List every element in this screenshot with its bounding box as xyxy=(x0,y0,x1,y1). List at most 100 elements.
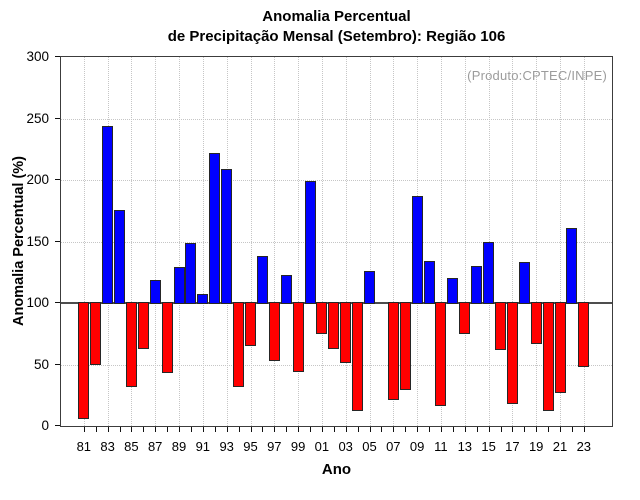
plot-area: (Produto:CPTEC/INPE) xyxy=(60,56,613,427)
x-tick xyxy=(369,427,371,432)
h-gridline xyxy=(61,119,612,120)
v-gridline xyxy=(583,57,585,426)
bar-89 xyxy=(173,267,185,304)
bar-21 xyxy=(554,302,566,393)
x-tick xyxy=(202,427,204,432)
bar-81 xyxy=(78,302,90,419)
x-tick xyxy=(452,427,454,432)
y-tick-label: 250 xyxy=(26,111,49,126)
bar-23 xyxy=(578,302,590,367)
v-gridline xyxy=(536,57,538,426)
bar-99 xyxy=(292,302,304,372)
x-tick xyxy=(476,427,478,432)
x-tick-label: 87 xyxy=(147,439,163,454)
x-tick xyxy=(333,427,335,432)
bar-85 xyxy=(125,302,137,387)
x-tick xyxy=(83,427,85,432)
bar-98 xyxy=(280,274,292,304)
bar-15 xyxy=(483,241,495,304)
bar-97 xyxy=(268,302,280,361)
x-tick xyxy=(524,427,526,432)
v-gridline xyxy=(179,57,180,426)
x-tick xyxy=(95,427,97,432)
x-tick xyxy=(250,427,252,432)
y-tick xyxy=(55,118,60,119)
bar-03 xyxy=(340,302,352,364)
x-tick xyxy=(381,427,383,432)
bar-09 xyxy=(411,196,423,304)
bar-14 xyxy=(471,266,483,304)
bar-82 xyxy=(90,302,102,365)
x-tick xyxy=(583,427,585,432)
x-tick xyxy=(238,427,240,432)
bar-92 xyxy=(209,152,221,304)
v-gridline xyxy=(393,57,395,426)
x-tick xyxy=(393,427,395,432)
x-tick xyxy=(167,427,169,432)
v-gridline xyxy=(274,57,276,426)
x-tick xyxy=(143,427,145,432)
bar-94 xyxy=(233,302,245,387)
x-tick xyxy=(310,427,311,432)
x-tick-label: 19 xyxy=(528,439,544,454)
bar-91 xyxy=(197,294,209,304)
bar-87 xyxy=(149,279,161,304)
bar-16 xyxy=(495,302,506,350)
x-tick-label: 01 xyxy=(314,439,330,454)
x-tick xyxy=(500,427,502,432)
x-tick xyxy=(262,427,264,432)
x-tick-label: 83 xyxy=(100,439,115,454)
y-tick xyxy=(55,302,60,303)
x-tick xyxy=(274,427,276,432)
x-tick xyxy=(512,427,514,432)
x-tick-label: 99 xyxy=(290,439,306,454)
bar-20 xyxy=(542,302,554,412)
bar-96 xyxy=(256,256,268,304)
chart-title-line2: de Precipitação Mensal (Setembro): Regiã… xyxy=(167,28,506,45)
x-tick xyxy=(548,427,550,432)
x-tick xyxy=(357,427,359,432)
x-tick xyxy=(226,427,228,432)
bar-93 xyxy=(221,168,233,304)
x-tick xyxy=(107,427,109,432)
v-gridline xyxy=(155,57,157,426)
x-tick xyxy=(345,427,347,432)
x-tick xyxy=(405,427,407,432)
v-gridline xyxy=(560,57,561,426)
bar-18 xyxy=(518,262,530,304)
bar-22 xyxy=(566,228,578,304)
bar-90 xyxy=(185,242,197,304)
y-tick xyxy=(55,179,60,180)
v-gridline xyxy=(440,57,442,426)
x-tick xyxy=(571,427,573,432)
x-tick-label: 17 xyxy=(505,439,520,454)
x-tick-label: 13 xyxy=(457,439,473,454)
x-tick-label: 09 xyxy=(409,439,425,454)
bar-95 xyxy=(245,302,256,347)
x-tick xyxy=(190,427,192,432)
y-tick-label: 100 xyxy=(26,295,49,310)
v-gridline xyxy=(131,57,133,426)
y-tick-label: 200 xyxy=(26,172,49,187)
x-tick xyxy=(131,427,133,432)
x-tick-label: 15 xyxy=(481,439,496,454)
v-gridline xyxy=(369,57,371,426)
x-tick xyxy=(179,427,180,432)
x-axis-title: Ano xyxy=(321,461,352,478)
x-tick-label: 07 xyxy=(386,439,401,454)
y-tick-label: 50 xyxy=(33,357,49,372)
x-tick-label: 11 xyxy=(434,439,448,454)
y-tick-label: 300 xyxy=(26,49,49,64)
bar-01 xyxy=(316,302,328,334)
h-gridline xyxy=(61,180,612,181)
x-tick xyxy=(214,427,216,432)
x-tick xyxy=(286,427,288,432)
y-tick xyxy=(55,241,60,242)
x-tick-label: 97 xyxy=(267,439,282,454)
bar-00 xyxy=(304,181,316,304)
bar-04 xyxy=(352,302,364,412)
bar-07 xyxy=(387,302,399,401)
source-annotation: (Produto:CPTEC/INPE) xyxy=(467,68,607,83)
v-gridline xyxy=(464,57,466,426)
y-tick xyxy=(55,425,60,426)
